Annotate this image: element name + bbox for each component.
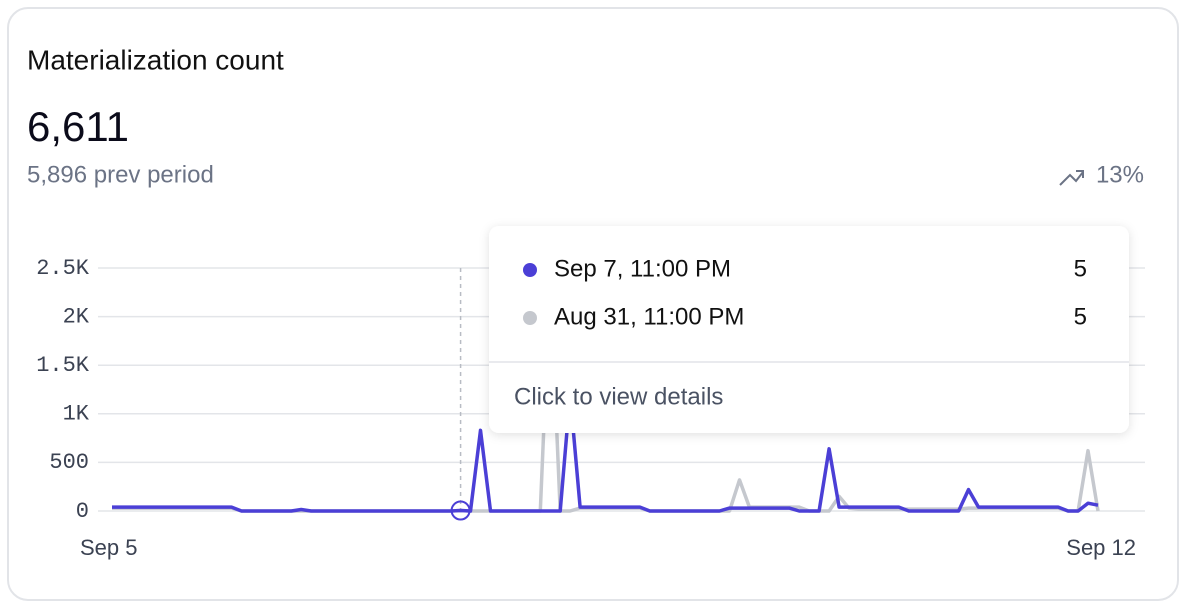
tooltip-dot xyxy=(523,263,537,277)
tooltip-label: Sep 7, 11:00 PM xyxy=(554,255,731,282)
trend-icon xyxy=(1059,170,1084,186)
tooltip[interactable]: Click to view details Sep 7, 11:00 PM 5 Au… xyxy=(489,226,1129,433)
tooltip-label: Aug 31, 11:00 PM xyxy=(554,303,744,330)
hover-point xyxy=(450,500,471,521)
tooltip-value: 5 xyxy=(1074,303,1087,330)
y-tick-label: 500 xyxy=(49,450,89,475)
y-tick-label: 0 xyxy=(76,499,89,524)
card-title: Materialization count xyxy=(27,44,284,75)
total: 6,611 xyxy=(27,103,129,150)
y-tick-label: 1K xyxy=(63,402,90,427)
change: 13% xyxy=(1096,161,1144,188)
y-tick-label: 2.5K xyxy=(36,256,90,281)
tooltip-dot xyxy=(523,311,537,325)
y-tick-label: 1.5K xyxy=(36,353,90,378)
series-line xyxy=(112,392,1099,513)
x-tick-label: Sep 12 xyxy=(1066,535,1136,560)
x-tick-label: Sep 5 xyxy=(80,535,138,560)
y-tick-label: 2K xyxy=(63,304,90,329)
tooltip-action[interactable]: Click to view details xyxy=(514,383,723,410)
tooltip-value: 5 xyxy=(1074,255,1087,282)
previous: 5,896 prev period xyxy=(27,161,214,188)
tooltip-box xyxy=(489,226,1129,433)
